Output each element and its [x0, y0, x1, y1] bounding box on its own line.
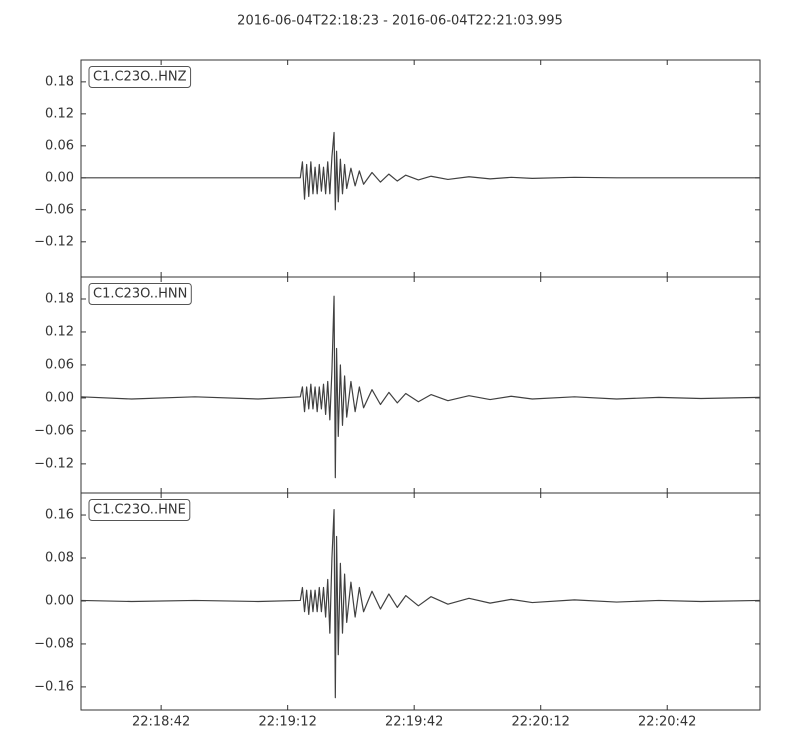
trace-label-box [88, 66, 192, 88]
x-tick-label: 22:18:42 [132, 715, 190, 730]
y-tick-label: 0.16 [45, 508, 74, 523]
y-tick-label: −0.12 [34, 234, 74, 249]
y-tick-label: 0.00 [45, 593, 74, 608]
panel-frame [80, 492, 761, 711]
x-tick-label: 22:20:42 [638, 715, 696, 730]
x-tick-label: 22:20:12 [512, 715, 570, 730]
trace [80, 509, 761, 699]
y-tick-label: 0.00 [45, 170, 74, 185]
y-tick-label: 0.08 [45, 550, 74, 565]
y-tick-label: −0.06 [34, 202, 74, 217]
y-tick-label: −0.06 [34, 423, 74, 438]
x-tick-label: 22:19:12 [258, 715, 316, 730]
y-tick-label: 0.18 [45, 74, 74, 89]
trace-label-box [88, 283, 192, 305]
trace-label: C1.C23O..HNZ [93, 70, 187, 85]
trace-label: C1.C23O..HNN [93, 287, 187, 302]
y-tick-label: −0.12 [34, 456, 74, 471]
y-tick-label: −0.16 [34, 679, 74, 694]
trace-label-box [88, 499, 191, 521]
y-tick-label: 0.12 [45, 106, 74, 121]
trace [81, 131, 761, 211]
y-tick-label: 0.06 [45, 138, 74, 153]
trace [80, 295, 761, 479]
trace-label: C1.C23O..HNE [93, 503, 186, 518]
y-tick-label: 0.18 [45, 291, 74, 306]
y-tick-label: 0.06 [45, 357, 74, 372]
y-tick-label: 0.12 [45, 324, 74, 339]
chart-title: 2016-06-04T22:18:23 - 2016-06-04T22:21:0… [237, 14, 563, 29]
y-tick-label: 0.00 [45, 390, 74, 405]
y-tick-label: −0.08 [34, 636, 74, 651]
x-tick-label: 22:19:42 [385, 715, 443, 730]
